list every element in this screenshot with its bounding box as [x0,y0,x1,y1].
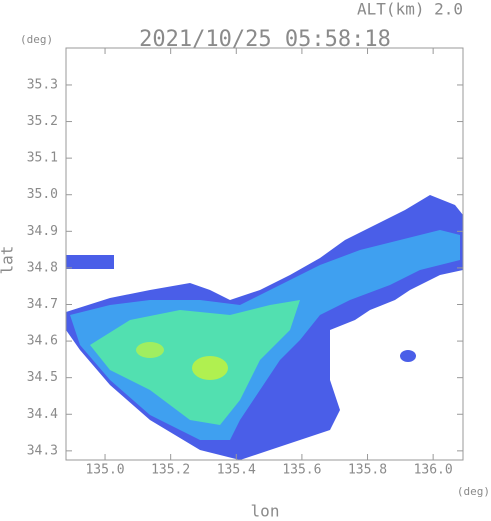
y-tick-label: 34.7 [27,297,58,312]
x-tick-label: 135.8 [348,463,387,478]
x-tick-label: 135.4 [217,463,256,478]
x-tick-label: 135.0 [85,463,124,478]
plot-frame [65,47,464,461]
y-tick-label: 35.3 [27,77,58,92]
altitude-label: ALT(km) 2.0 [357,0,463,19]
x-tick-label: 135.2 [151,463,190,478]
y-axis-label: lat [0,246,17,275]
x-tick-label: 135.6 [282,463,321,478]
y-tick-label: 34.5 [27,370,58,385]
y-tick-label: 34.8 [27,260,58,275]
x-tick-label: 136.0 [414,463,453,478]
y-tick-label: 35.1 [27,151,58,166]
y-tick-label: 34.9 [27,224,58,239]
y-tick-label: 35.2 [27,114,58,129]
y-tick-label: 34.4 [27,407,58,422]
y-tick-label: 34.6 [27,334,58,349]
x-axis-label: lon [251,502,280,521]
radar-echo [66,195,463,460]
y-tick-label: 34.3 [27,443,58,458]
y-unit: (deg) [20,33,53,46]
y-tick-label: 35.0 [27,187,58,202]
x-unit: (deg) [457,485,490,498]
